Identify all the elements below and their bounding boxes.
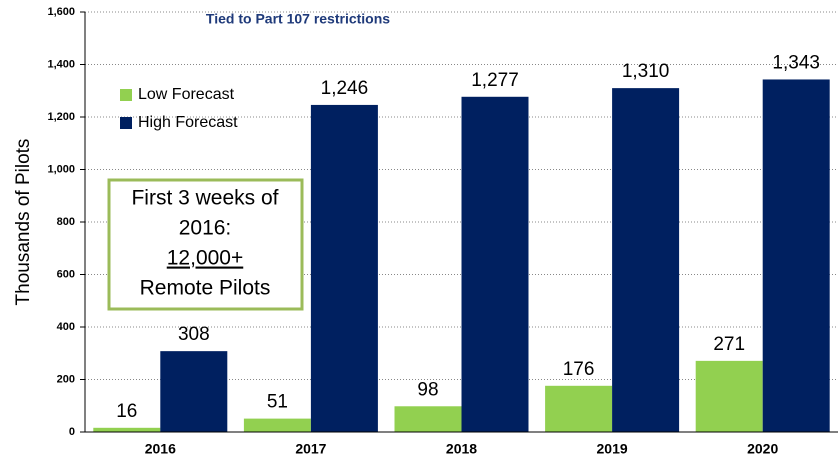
bar [243, 418, 311, 432]
data-label: 1,310 [622, 61, 670, 82]
bar [695, 360, 763, 432]
y-tick-label: 1,000 [47, 163, 75, 175]
callout-line: Remote Pilots [140, 277, 271, 300]
annotation: Tied to Part 107 restrictions [206, 11, 390, 27]
y-tick-label: 400 [57, 321, 75, 333]
data-label: 308 [178, 324, 210, 345]
data-label: 51 [267, 392, 288, 413]
x-tick-label: 2018 [446, 441, 477, 457]
bar [762, 79, 830, 433]
data-label: 176 [563, 359, 595, 380]
callout-line: 2016: [179, 217, 232, 240]
x-tick-label: 2020 [747, 441, 778, 457]
y-tick-label: 1,200 [47, 111, 75, 123]
data-label: 16 [116, 401, 137, 422]
data-label: 1,343 [772, 52, 820, 73]
bar [310, 104, 378, 433]
data-label: 98 [417, 379, 438, 400]
bar [545, 385, 613, 432]
legend-swatch [120, 117, 132, 129]
callout-box [107, 178, 304, 311]
x-tick-label: 2019 [597, 441, 628, 457]
y-tick-label: 200 [57, 373, 75, 385]
data-label: 1,277 [471, 70, 519, 91]
callout-line: 12,000+ [167, 247, 244, 270]
y-tick-label: 1,600 [47, 6, 75, 18]
bar [394, 406, 462, 432]
data-label: 271 [713, 334, 745, 355]
x-tick-label: 2016 [145, 441, 176, 457]
bar [93, 427, 161, 432]
callout-line: First 3 weeks of [131, 187, 278, 210]
y-tick-label: 1,400 [47, 58, 75, 70]
x-tick-label: 2017 [295, 441, 326, 457]
bar [612, 88, 680, 432]
legend-swatch [120, 89, 132, 101]
y-tick-label: 600 [57, 268, 75, 280]
bar [461, 96, 529, 432]
y-tick-label: 800 [57, 216, 75, 228]
legend-label: Low Forecast [138, 86, 235, 103]
y-tick-label: 0 [69, 426, 75, 438]
legend-label: High Forecast [138, 114, 238, 131]
data-label: 1,246 [321, 78, 369, 99]
y-axis-label: Thousands of Pilots [13, 139, 34, 306]
bar [160, 351, 228, 432]
